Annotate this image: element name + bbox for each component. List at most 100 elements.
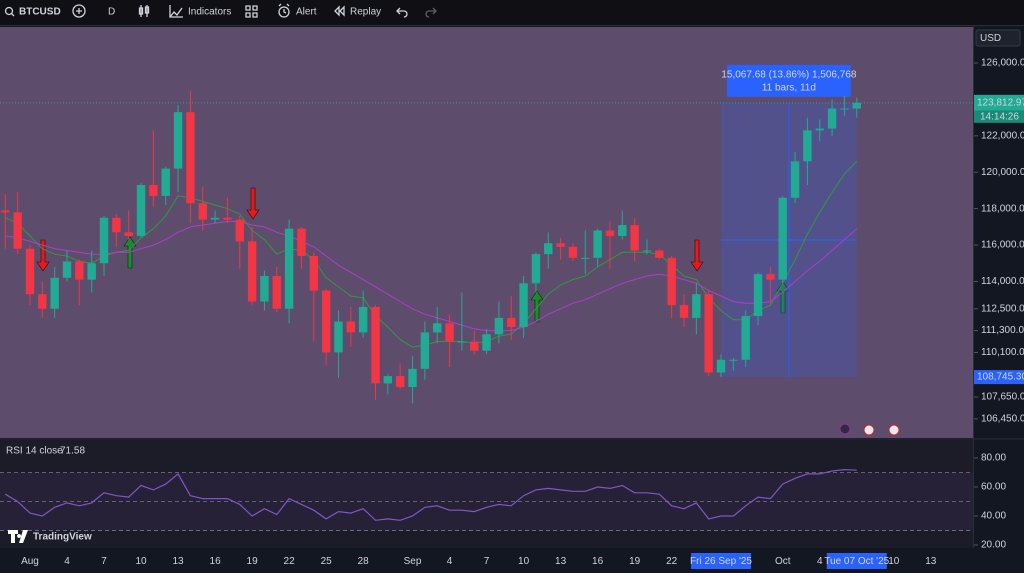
event-icon[interactable] (863, 424, 875, 436)
x-tick-label: 22 (284, 556, 296, 567)
alert-button[interactable]: Alert (296, 7, 317, 18)
moving-average (5, 160, 858, 348)
candle-body (605, 230, 615, 236)
candle-body (136, 184, 146, 236)
toolbar (0, 0, 1024, 25)
x-tick-label: 13 (925, 556, 937, 567)
candle-body (38, 294, 47, 309)
buy-arrow (530, 290, 544, 323)
candle-body (223, 217, 232, 220)
candle-body (408, 368, 417, 388)
x-tick-label: Oct (775, 556, 791, 567)
candle-body (198, 203, 207, 220)
x-tick-label: 10 (518, 556, 530, 567)
measure-text: 15,067.68 (13.86%) 1,506,768 (721, 69, 857, 80)
candle-body (494, 317, 504, 335)
indicators-button[interactable]: Indicators (188, 7, 231, 18)
y-tick-label: 116,000.00 (981, 240, 1024, 251)
candle-body (371, 306, 380, 384)
x-label-highlight (826, 553, 887, 569)
candle-body (13, 212, 22, 249)
x-tick-label: 16 (210, 556, 222, 567)
candle-body (679, 305, 689, 318)
candle-body (790, 161, 800, 198)
y-tick-label: 20.00 (981, 540, 1006, 551)
rsi-value: 71.58 (60, 446, 85, 457)
measure-low: 108,745.30 (977, 372, 1024, 383)
candle-body (235, 219, 244, 242)
candle-body (852, 102, 861, 109)
y-tick-label: 80.00 (981, 453, 1006, 464)
candle-body (62, 261, 72, 278)
candle-body (247, 241, 257, 302)
replay-button[interactable]: Replay (350, 7, 381, 18)
candle-body (445, 323, 454, 342)
event-icon[interactable] (839, 423, 851, 435)
candle-body (827, 108, 837, 129)
add-symbol[interactable] (72, 4, 86, 18)
currency-box[interactable] (975, 29, 1021, 47)
x-tick-label: 19 (629, 556, 641, 567)
y-tick-label: 120,000.00 (981, 167, 1024, 178)
x-tick-label: 10 (888, 556, 900, 567)
sell-arrow (690, 239, 704, 272)
candle-body (186, 112, 195, 204)
x-tick-label: 25 (321, 556, 333, 567)
candle-body (87, 263, 96, 280)
add-symbol-plus (76, 8, 82, 14)
alert-icon[interactable] (278, 6, 290, 18)
replay-icon[interactable] (334, 5, 345, 17)
event-icon[interactable] (888, 424, 900, 436)
candle-body (815, 128, 824, 131)
layouts-icon[interactable] (245, 5, 258, 18)
chart-type-icon[interactable] (138, 5, 150, 17)
candle-body (470, 341, 479, 351)
sell-arrow (36, 239, 50, 272)
y-tick-label: 110,100.00 (981, 347, 1024, 358)
x-tick-label: 4 (447, 556, 453, 567)
candle-body (309, 255, 318, 291)
x-tick-label: 10 (135, 556, 147, 567)
candle-body (284, 228, 294, 309)
y-tick-label: 118,000.00 (981, 203, 1024, 214)
interval[interactable]: D (108, 7, 115, 18)
candle-body (581, 257, 590, 259)
candle-body (420, 332, 430, 369)
candle-body (334, 321, 343, 353)
candle-body (556, 243, 565, 247)
redo[interactable] (425, 7, 437, 18)
undo[interactable] (396, 7, 408, 18)
candle-body (297, 228, 306, 256)
candle-body (210, 217, 220, 220)
candle-body (803, 130, 812, 162)
brand-logo (8, 530, 28, 543)
x-tick-label: 28 (358, 556, 370, 567)
candle-body (433, 323, 442, 333)
x-tick-label: Aug (21, 556, 39, 567)
y-tick-label: 126,000.00 (981, 58, 1024, 69)
candle-body (704, 294, 713, 373)
alert-icon-hands (278, 3, 290, 14)
x-tick-label: 16 (592, 556, 604, 567)
candle-body (507, 317, 516, 327)
indicators-icon[interactable] (169, 5, 183, 18)
x-label-highlight (691, 553, 752, 569)
candle-body (1, 210, 10, 213)
candle-body (766, 274, 775, 280)
countdown-tag (974, 110, 1024, 123)
candle-body (716, 359, 726, 373)
candle-body (692, 294, 701, 318)
symbol[interactable]: BTCUSD (19, 7, 61, 18)
countdown: 14:14:26 (980, 111, 1019, 122)
search-icon[interactable] (4, 6, 14, 16)
candle-body (482, 334, 491, 351)
candle-body (358, 306, 368, 333)
x-tick-label: Tue 07 Oct '25 (824, 556, 889, 567)
currency[interactable]: USD (980, 33, 1001, 44)
candle-body (519, 283, 528, 327)
last-price-tag (974, 94, 1024, 111)
search-icon-handle (11, 13, 15, 17)
y-tick-label: 106,450.00 (981, 414, 1024, 425)
candle-body (173, 112, 183, 169)
candle-body (149, 184, 158, 196)
